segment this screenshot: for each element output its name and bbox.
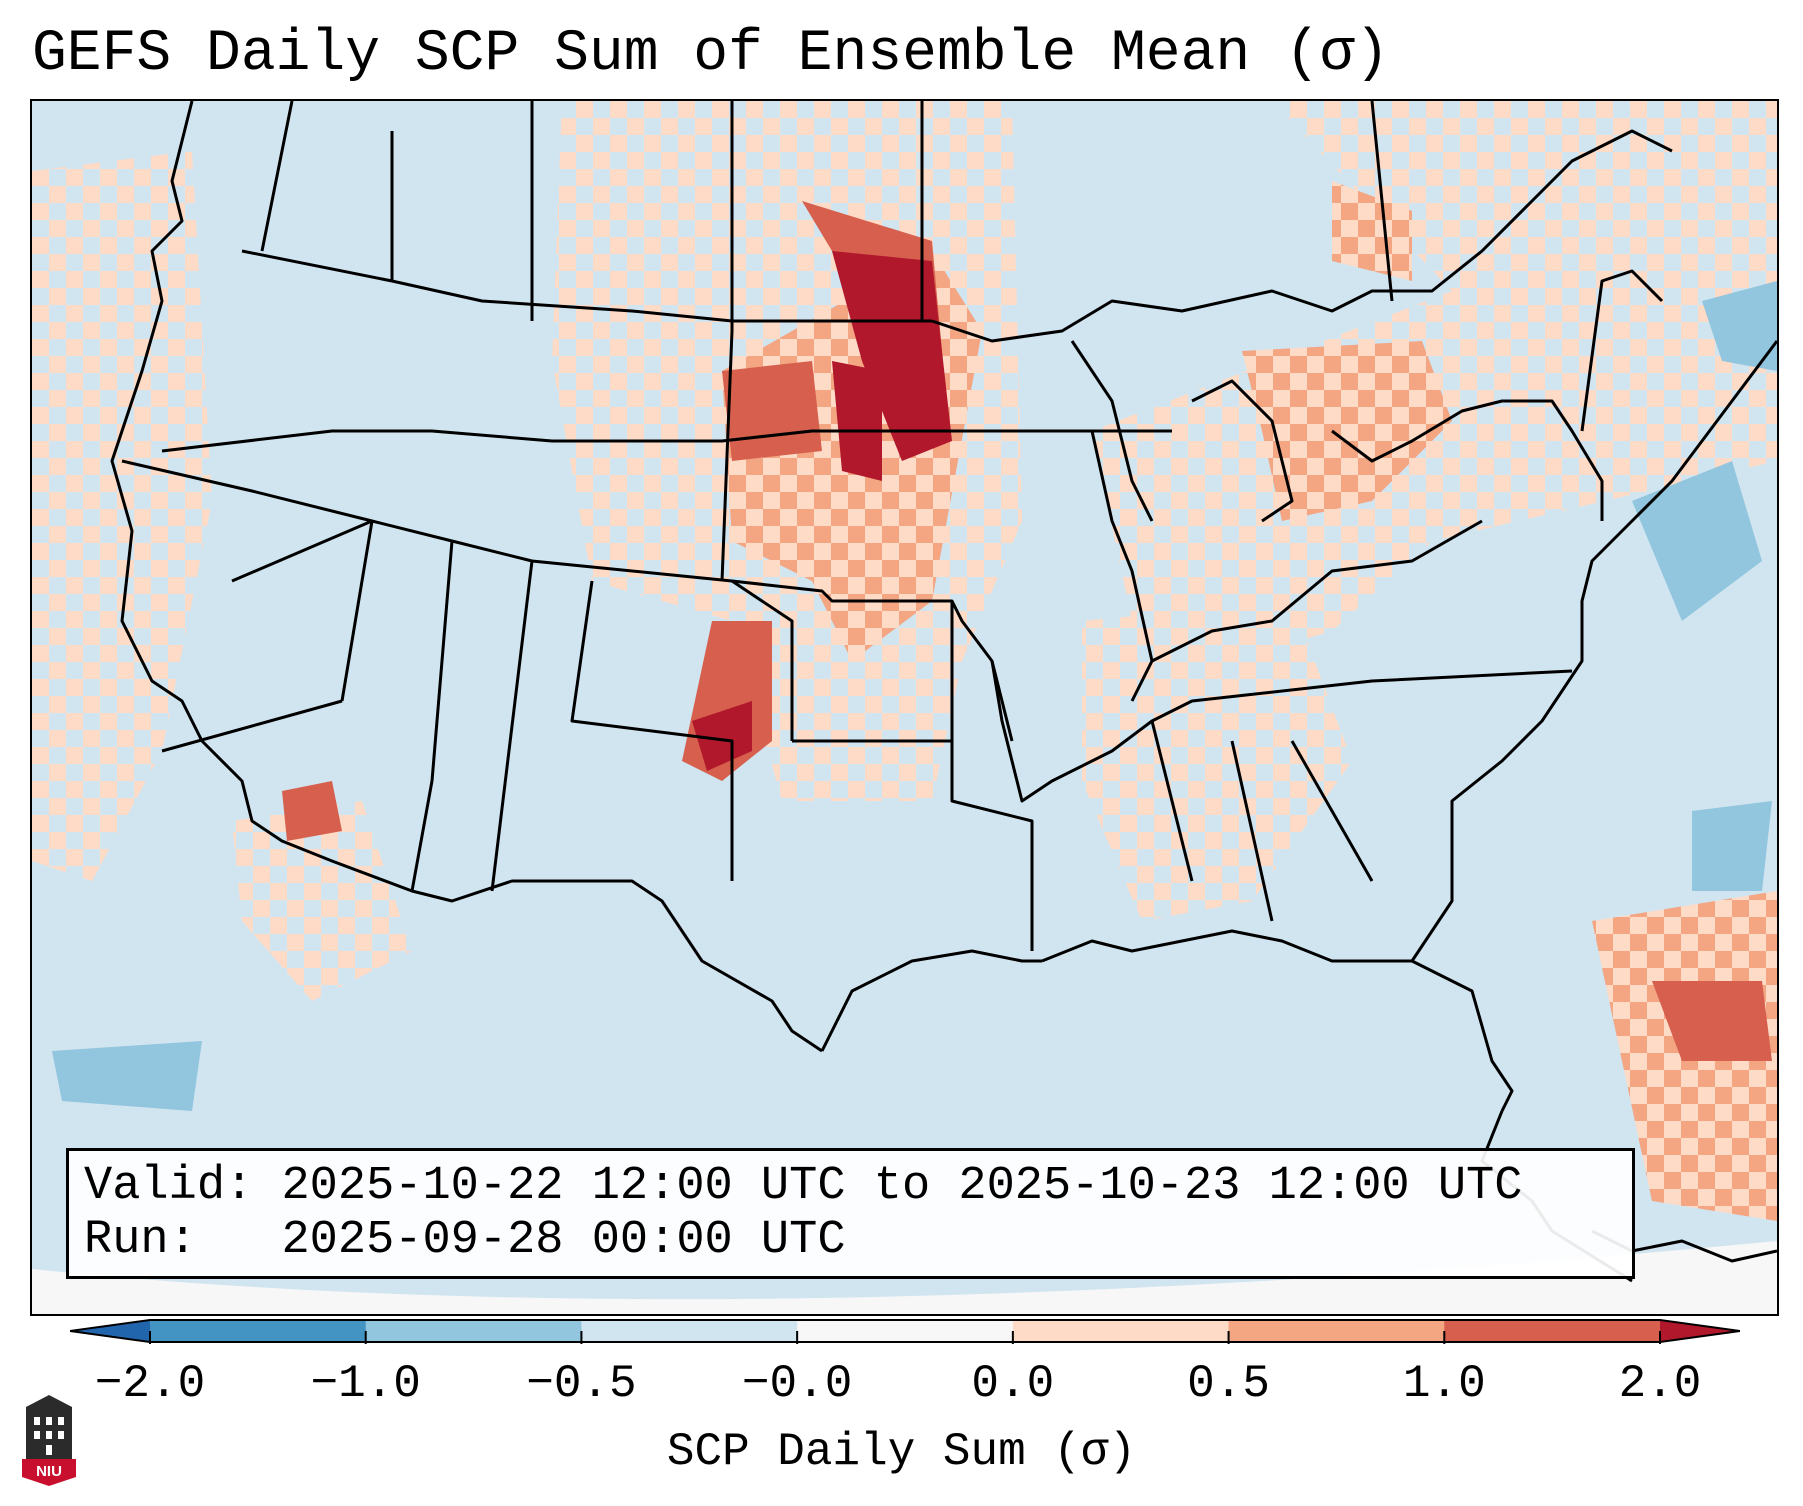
border-arizona-west <box>410 540 454 892</box>
anomaly-west-coast <box>32 151 212 881</box>
colorbar-tick-label: −0.5 <box>526 1358 637 1410</box>
border-arizona-nm <box>490 560 534 892</box>
valid-row: Valid: 2025-10-22 12:00 UTC to 2025-10-2… <box>84 1160 1632 1214</box>
colorbar-segment <box>150 1320 367 1342</box>
map-svg <box>32 101 1777 1314</box>
border-canadian-provinces <box>260 101 924 331</box>
anomaly-atlantic-negative-2 <box>1692 801 1772 891</box>
border-mo-ar <box>950 601 1014 742</box>
border-co-ks <box>720 330 794 741</box>
colorbar-tick-label: −2.0 <box>94 1358 206 1410</box>
gulf-west-outline <box>820 949 1042 1052</box>
border-nm-texas <box>570 580 734 881</box>
colorbar-tick-label: −1.0 <box>310 1358 421 1410</box>
colorbar-segment <box>1228 1320 1445 1342</box>
colorbar-tick-label: 2.0 <box>1618 1358 1702 1410</box>
run-label: Run: <box>84 1214 197 1267</box>
logo-text: NIU <box>36 1463 62 1480</box>
colorbar-tick-label: 1.0 <box>1402 1358 1486 1410</box>
border-il-in <box>1090 430 1154 702</box>
border-canada-us-east <box>931 129 1673 343</box>
border-nevada-california <box>161 519 374 753</box>
colorbar-over-triangle <box>1660 1320 1740 1342</box>
anomaly-great-lakes <box>1242 341 1452 521</box>
run-value: 2025-09-28 00:00 UTC <box>281 1214 846 1267</box>
colorbar-segment <box>1444 1320 1661 1342</box>
valid-run-info-box: Valid: 2025-10-22 12:00 UTC to 2025-10-2… <box>66 1148 1635 1279</box>
colorbar-segment <box>1012 1320 1230 1342</box>
anomaly-canada-east <box>1272 101 1777 291</box>
logo-shield <box>22 1459 76 1486</box>
anomaly-quebec <box>1332 181 1412 281</box>
map-projection-edge <box>32 1241 1777 1314</box>
anomaly-field <box>32 101 1777 1221</box>
colorbar-segment <box>797 1320 1014 1342</box>
anomaly-nebraska-peak <box>832 361 882 481</box>
run-row: Run: 2025-09-28 00:00 UTC <box>84 1214 1632 1268</box>
valid-label: Valid: <box>84 1160 254 1213</box>
border-southeast-states <box>1150 720 1374 922</box>
east-coast-outline <box>1410 340 1777 962</box>
map-panel[interactable] <box>30 99 1779 1316</box>
colorbar-under-triangle <box>70 1320 150 1342</box>
colorbar-tick-label: 0.0 <box>971 1358 1055 1410</box>
colorbar <box>70 1319 1740 1344</box>
border-pa-ny <box>1331 399 1604 521</box>
great-lakes-outline <box>1070 340 1294 523</box>
anomaly-caribbean-peak <box>1652 981 1772 1061</box>
colorbar-segment <box>581 1320 798 1342</box>
colorbar-tick-label: 0.5 <box>1187 1358 1270 1410</box>
border-oh-river <box>1151 519 1483 663</box>
anomaly-maritimes-negative <box>1702 281 1777 371</box>
colorbar-label: SCP Daily Sum (σ) <box>666 1426 1137 1478</box>
anomaly-southwest <box>232 801 412 1001</box>
chart-title: GEFS Daily SCP Sum of Ensemble Mean (σ) <box>32 22 1390 87</box>
colorbar-segment <box>365 1320 582 1342</box>
gulf-east-outline <box>1041 929 1514 1112</box>
anomaly-atlantic-negative <box>1632 461 1762 621</box>
west-coast-outline <box>110 101 823 1053</box>
valid-value: 2025-10-22 12:00 UTC to 2025-10-23 12:00… <box>281 1160 1523 1213</box>
border-ok-tx-la <box>792 739 1034 951</box>
border-northern-tier <box>161 429 1172 453</box>
anomaly-colorado-peak <box>692 701 752 771</box>
colorbar-tick-label: −0.0 <box>741 1358 853 1410</box>
anomaly-socal-peak <box>282 781 342 841</box>
niu-logo: NIU <box>22 1395 76 1486</box>
anomaly-southeast <box>1082 601 1352 921</box>
anomaly-sd-west <box>722 361 822 461</box>
anomaly-pacific-negative <box>52 1041 202 1111</box>
border-northeast-provinces <box>1370 101 1664 432</box>
logo-tower-roof <box>26 1395 72 1407</box>
